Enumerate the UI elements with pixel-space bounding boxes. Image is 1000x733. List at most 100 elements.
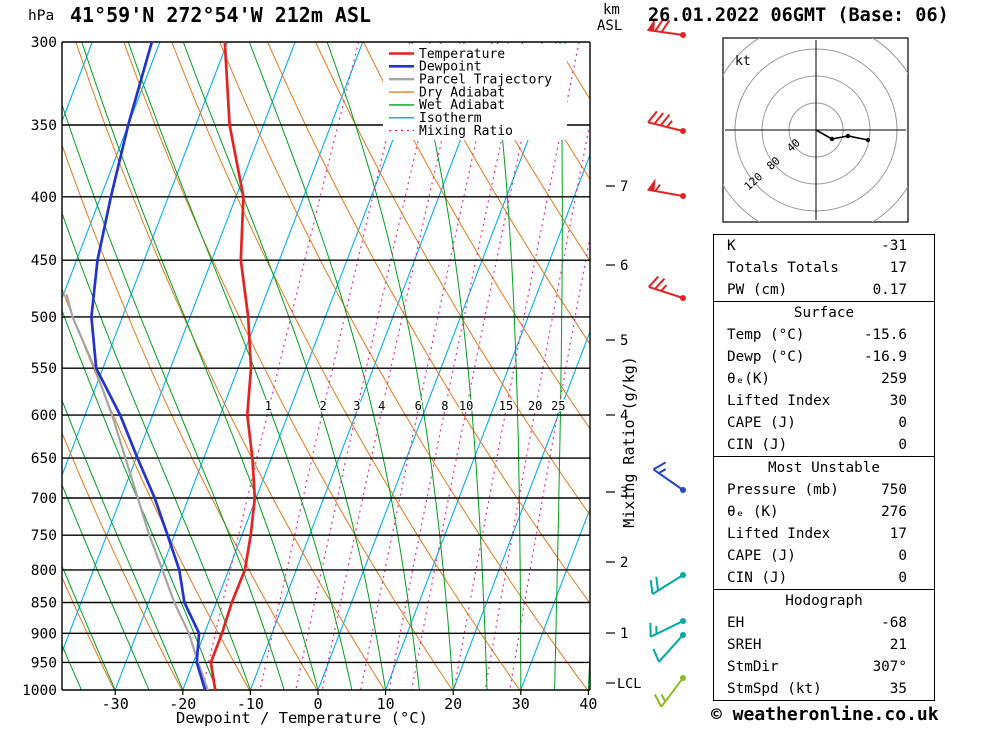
pressure-tick-label: 400 [31,190,57,206]
row-value: 0 [898,437,907,453]
row-label: CAPE (J) [727,415,796,431]
dewpoint-trace [90,42,207,690]
wind-barbs [647,18,686,708]
hpa-unit-label: hPa [28,8,54,24]
table-row: K -31 [714,235,934,257]
row-value: 750 [881,482,907,498]
row-value: 259 [881,371,907,387]
row-label: Totals Totals [727,260,839,276]
table-row: CAPE (J) 0 [714,545,934,567]
pressure-tick-label: 550 [31,361,57,377]
km-tick-label: 3 [620,485,628,501]
table-row: θₑ (K) 276 [714,501,934,523]
legend-label: Wet Adiabat [419,98,505,113]
km-tick-label: 6 [620,258,628,274]
parcel-trace [65,293,209,690]
mixing-ratio-value: 3 [353,399,360,413]
table-row: StmDir 307° [714,656,934,678]
mixing-ratio-value: 1 [265,399,272,413]
row-value: 0.17 [872,282,907,298]
pressure-tick-label: 450 [31,253,57,269]
mixing-ratio-value: 8 [441,399,448,413]
temp-axis-title: Dewpoint / Temperature (°C) [176,709,428,727]
row-label: θₑ(K) [727,371,771,387]
row-value: -31 [881,238,907,254]
row-label: Lifted Index [727,393,831,409]
pressure-tick-label: 350 [31,118,57,134]
mixing-ratio-value: 20 [528,399,542,413]
indices-table: K -31 Totals Totals 17 PW (cm) 0.17 Surface Tem… [713,234,935,701]
km-tick-label: 5 [620,333,628,349]
table-row: Lifted Index 30 [714,390,934,412]
table-section: Hodograph EH -68 SREH 21 StmDir 307° StmSpd (kt… [714,589,934,700]
row-value: 276 [881,504,907,520]
legend-label: Dry Adiabat [419,85,505,100]
table-row: StmSpd (kt) 35 [714,678,934,700]
row-label: K [727,238,736,254]
legend-label: Mixing Ratio [419,124,513,139]
pressure-tick-label: 750 [31,528,57,544]
pressure-tick-label: 850 [31,596,57,612]
mixing-ratio-value: 25 [551,399,565,413]
km-asl-axis: 7 6 5 4 3 2 1 [606,179,628,684]
section-header: Hodograph [785,593,863,609]
mixing-ratio-value: 4 [378,399,385,413]
table-section: K -31 Totals Totals 17 PW (cm) 0.17 [714,235,934,301]
row-label: Temp (°C) [727,327,805,343]
row-value: 21 [889,637,907,653]
table-row: CIN (J) 0 [714,434,934,456]
temp-tick-label: 40 [579,695,597,713]
lcl-label: LCL [617,676,641,692]
pressure-tick-label: 600 [31,408,57,424]
mixing-axis-title: Mixing Ratio (g/kg) [620,356,638,528]
mixing-ratio-value: 2 [319,399,326,413]
table-section: Most Unstable Pressure (mb) 750 θₑ (K) 276 Li… [714,456,934,589]
table-row: Temp (°C) -15.6 [714,324,934,346]
table-row: Totals Totals 17 [714,257,934,279]
table-section: Surface Temp (°C) -15.6 Dewp (°C) -16.9 θₑ(K)… [714,301,934,456]
row-label: StmSpd (kt) [727,681,822,697]
legend-label: Isotherm [419,111,482,126]
table-row: SREH 21 [714,634,934,656]
row-value: 0 [898,415,907,431]
mixing-ratio-value: 6 [415,399,422,413]
temp-tick-label: -20 [169,695,196,713]
mixing-ratio-labels: 1 2 3 4 6 8 10 15 20 25 [263,398,567,415]
row-label: StmDir [727,659,779,675]
temp-tick-label: 0 [313,695,322,713]
temp-tick-label: 10 [377,695,395,713]
pressure-tick-label: 900 [31,626,57,642]
copyright: © weatheronline.co.uk [711,704,939,725]
table-row: CAPE (J) 0 [714,412,934,434]
table-row: Lifted Index 17 [714,523,934,545]
hodograph-trace [815,129,869,141]
row-label: CIN (J) [727,437,788,453]
row-label: CAPE (J) [727,548,796,564]
row-value: 307° [872,659,907,675]
mixing-ratio-value: 10 [459,399,473,413]
row-value: 0 [898,570,907,586]
table-row: Pressure (mb) 750 [714,479,934,501]
temp-tick-label: -30 [102,695,129,713]
pressure-tick-label: 950 [31,655,57,671]
sounding-traces [65,42,257,690]
km-axis-asl: ASL [597,18,622,34]
mixing-ratio-value: 15 [499,399,513,413]
axis-tick-labels: 3003504004505005506006507007508008509009… [22,35,597,713]
row-label: Pressure (mb) [727,482,839,498]
table-row: Dewp (°C) -16.9 [714,346,934,368]
row-label: SREH [727,637,762,653]
temp-tick-label: -10 [237,695,264,713]
station-title: 41°59'N 272°54'W 212m ASL [70,3,371,27]
km-tick-label: 1 [620,626,628,642]
row-value: -68 [881,615,907,631]
km-tick-label: 4 [620,408,628,424]
pressure-tick-label: 650 [31,451,57,467]
hodograph-unit-label: kt [735,54,751,69]
pressure-tick-label: 800 [31,563,57,579]
section-header: Most Unstable [768,460,880,476]
